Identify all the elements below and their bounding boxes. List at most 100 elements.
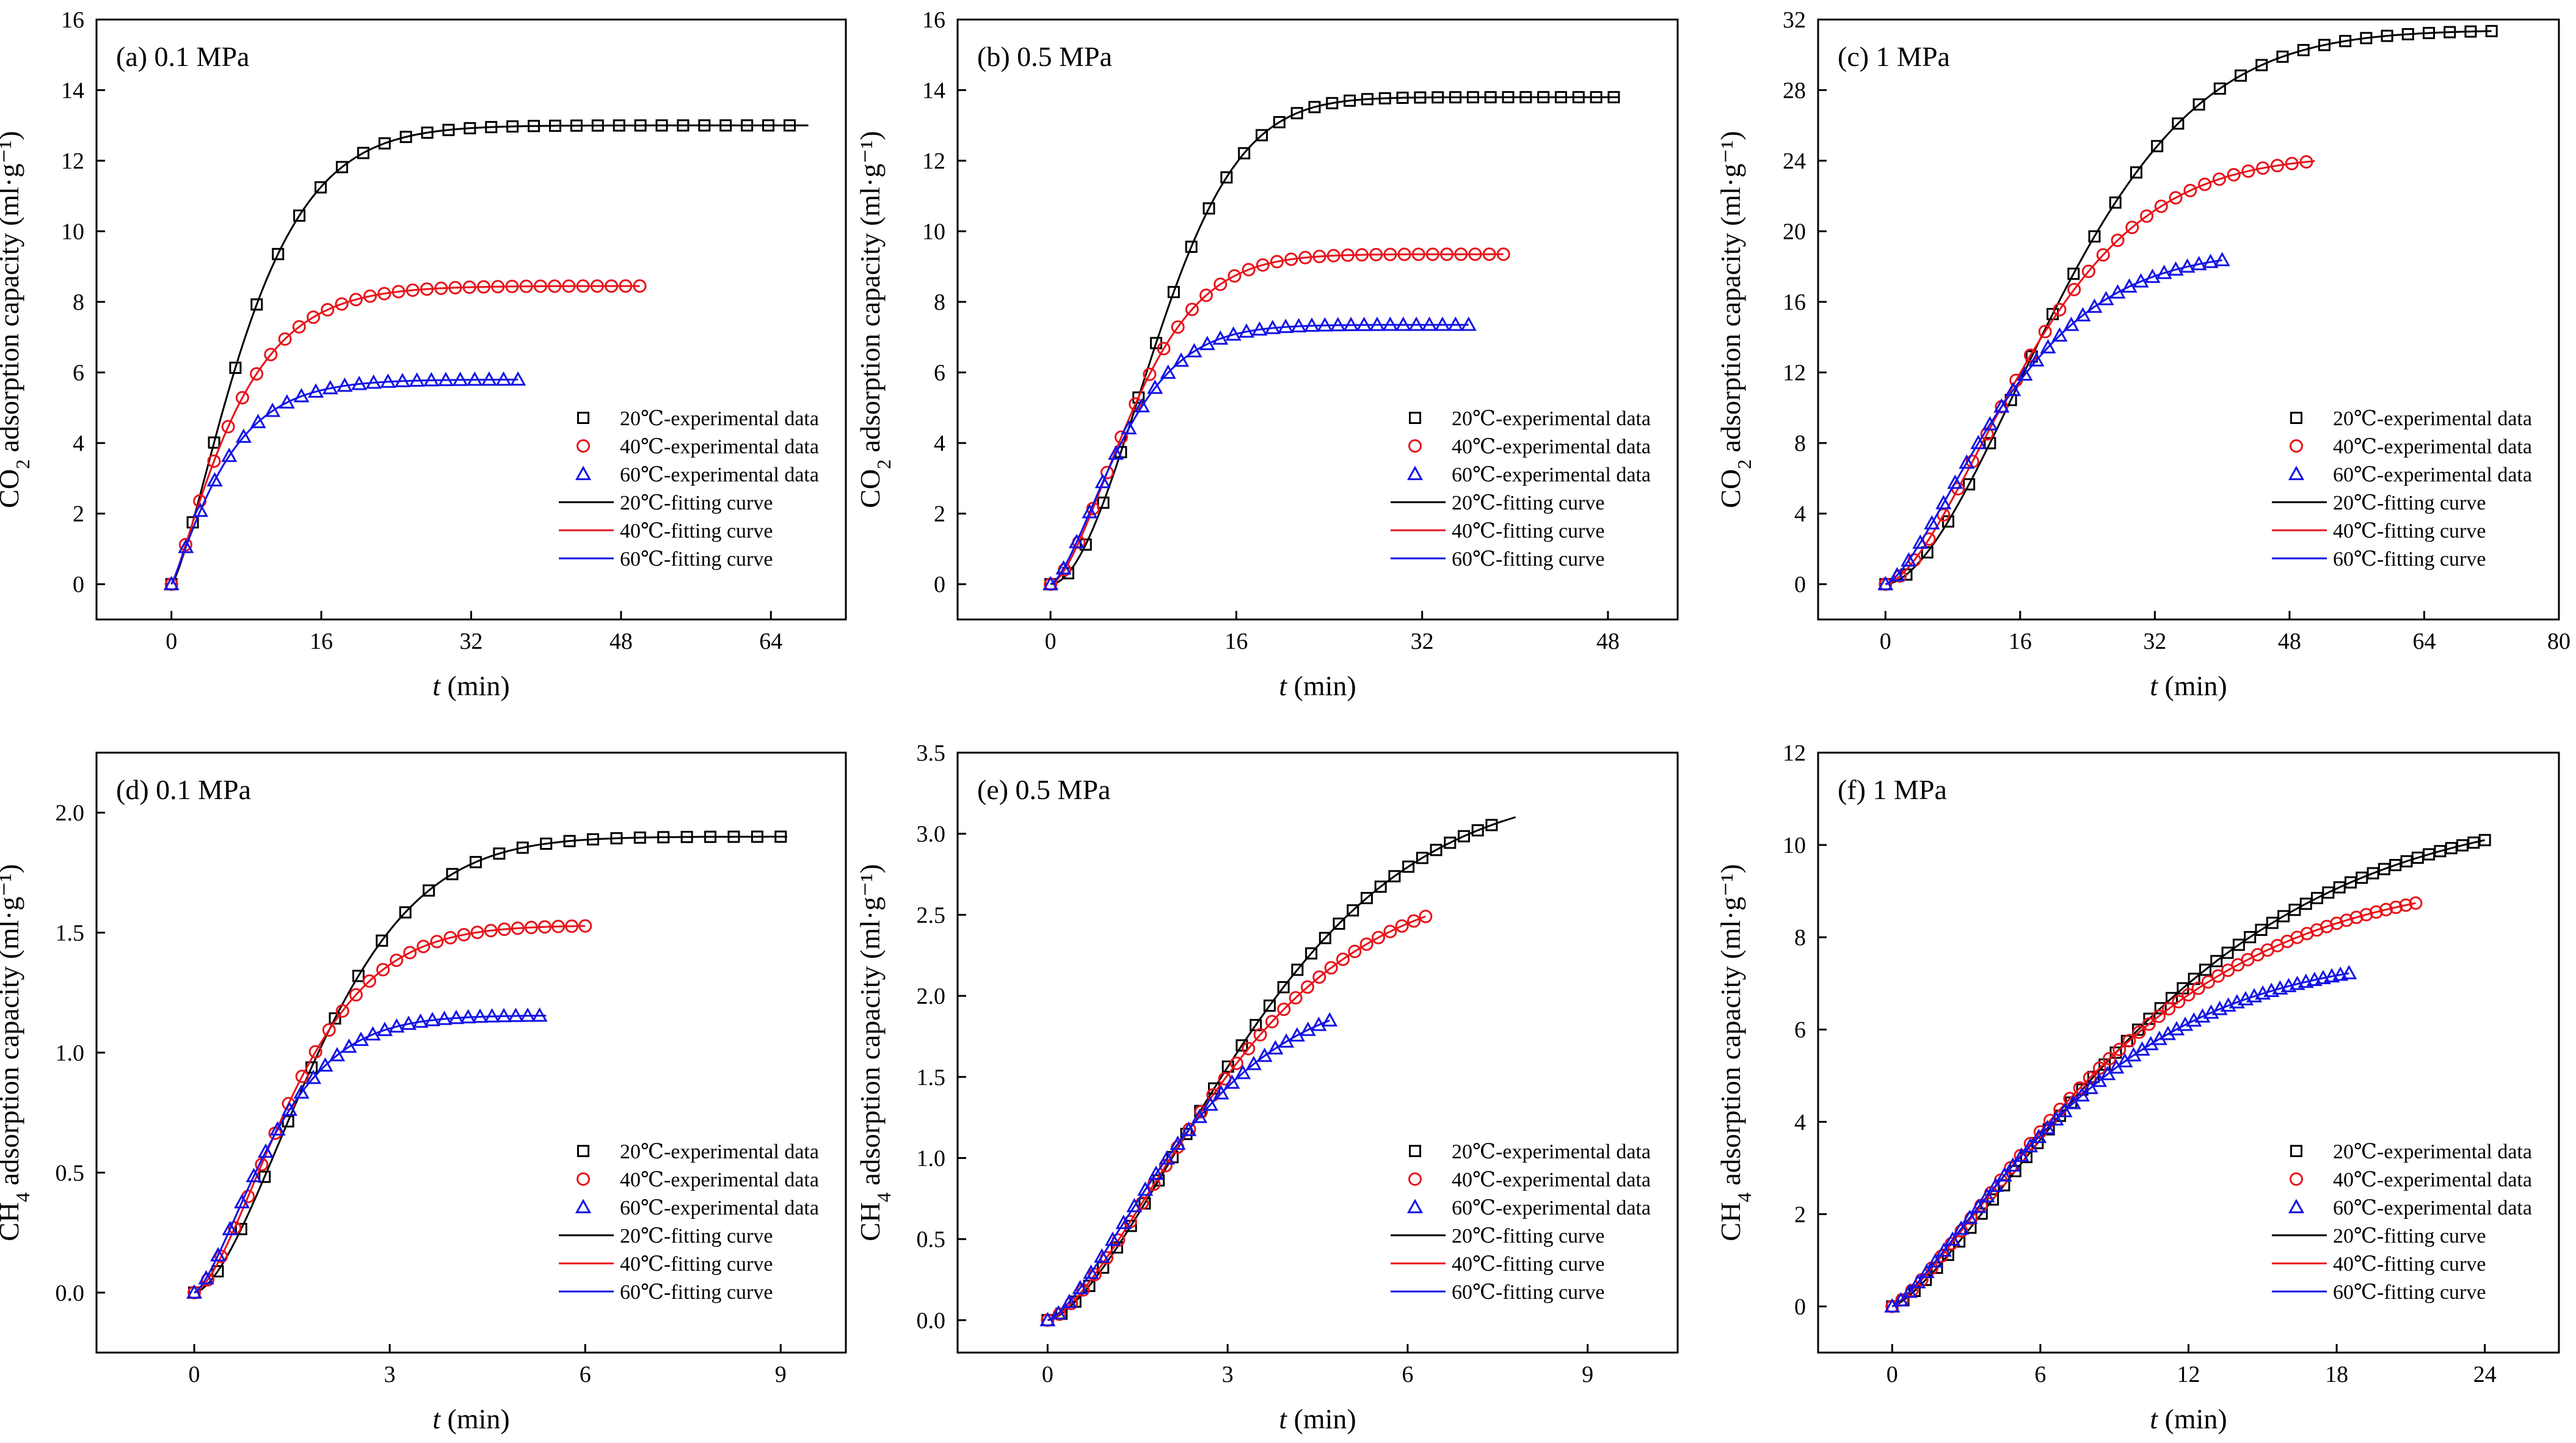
data-point-40 xyxy=(2132,1025,2146,1039)
data-point-20 xyxy=(376,934,388,947)
data-point-40 xyxy=(2256,161,2270,175)
data-point-20 xyxy=(399,131,412,144)
x-tick-label: 12 xyxy=(2177,1362,2200,1387)
data-point-60 xyxy=(452,371,468,386)
legend-marker xyxy=(2290,1145,2302,1157)
data-point-60 xyxy=(2040,339,2056,354)
data-point-40 xyxy=(377,287,391,301)
data-point-40 xyxy=(1171,320,1185,334)
data-point-20 xyxy=(1308,101,1321,114)
data-point-20 xyxy=(1444,836,1457,849)
data-point-60 xyxy=(1408,316,1425,331)
legend-label: 40℃-fitting curve xyxy=(2333,1253,2486,1276)
data-point-60 xyxy=(352,1031,369,1047)
data-point-60 xyxy=(1877,575,1894,591)
data-point-40 xyxy=(457,927,471,941)
legend-marker xyxy=(1409,1145,1421,1157)
data-point-60 xyxy=(471,1008,489,1023)
legend-label: 20℃-experimental data xyxy=(620,407,819,430)
data-point-60 xyxy=(1910,1274,1926,1288)
data-point-40 xyxy=(363,974,377,988)
data-point-40 xyxy=(2103,1051,2117,1065)
data-point-60 xyxy=(1460,316,1477,331)
data-point-40 xyxy=(1300,980,1314,994)
data-point-60 xyxy=(394,373,411,387)
data-point-20 xyxy=(2339,35,2352,48)
data-point-20 xyxy=(506,120,519,133)
data-point-20 xyxy=(272,247,285,260)
data-point-60 xyxy=(1264,320,1281,334)
data-point-40 xyxy=(565,919,579,933)
x-tick-label: 0 xyxy=(189,1362,200,1387)
data-point-20 xyxy=(1414,91,1427,104)
chart-panel-2: 0 16 32 48 0 2 4 6 8 10 12 14 16 (b) 0.5 MPa t (min) CO… xyxy=(854,7,1679,701)
data-point-40 xyxy=(1341,248,1355,262)
data-point-20 xyxy=(1987,1193,1999,1206)
data-point-40 xyxy=(2125,221,2139,235)
data-point-60 xyxy=(329,1047,346,1062)
y-tick-label: 0.5 xyxy=(56,1160,85,1186)
data-point-20 xyxy=(2213,82,2226,95)
y-tick-label: 8 xyxy=(934,290,945,315)
data-point-40 xyxy=(1312,970,1326,984)
data-point-60 xyxy=(1395,316,1411,331)
data-point-60 xyxy=(2073,1087,2090,1102)
legend-marker xyxy=(2288,466,2305,480)
legend-label: 20℃-fitting curve xyxy=(1452,1225,1604,1248)
data-point-40 xyxy=(1496,247,1510,261)
legend-label: 40℃-fitting curve xyxy=(620,520,773,542)
data-point-40 xyxy=(390,953,404,967)
data-point-40 xyxy=(235,390,249,404)
data-point-60 xyxy=(508,1007,524,1022)
panel-label: (e) 0.5 MPa xyxy=(977,774,1110,805)
y-tick-label: 0.5 xyxy=(917,1227,946,1252)
data-point-40 xyxy=(1348,944,1362,959)
data-point-60 xyxy=(1050,1305,1067,1320)
x-axis-title: t (min) xyxy=(2150,1403,2227,1434)
data-point-40 xyxy=(497,922,511,937)
legend-marker xyxy=(577,1145,589,1157)
data-point-20 xyxy=(1396,92,1409,104)
data-point-60 xyxy=(1256,1047,1273,1062)
data-point-60 xyxy=(178,538,194,553)
data-point-60 xyxy=(2065,1095,2081,1109)
data-point-40 xyxy=(1256,258,1270,272)
data-point-20 xyxy=(446,868,459,880)
data-point-60 xyxy=(1199,335,1215,351)
y-tick-label: 6 xyxy=(934,360,945,386)
panel-label: (f) 1 MPa xyxy=(1838,774,1947,805)
legend-marker xyxy=(575,1199,592,1213)
data-point-40 xyxy=(2162,1002,2176,1016)
legend-label: 40℃-experimental data xyxy=(1452,1169,1651,1191)
data-point-60 xyxy=(409,372,425,387)
data-point-20 xyxy=(421,126,434,139)
data-point-20 xyxy=(2381,29,2393,42)
x-axis-title: t (min) xyxy=(1279,670,1356,701)
data-point-20 xyxy=(2151,140,2164,153)
x-tick-label: 9 xyxy=(1582,1362,1593,1387)
x-tick-label: 32 xyxy=(2143,629,2166,654)
data-point-20 xyxy=(2360,32,2373,45)
data-point-60 xyxy=(1993,398,2010,413)
y-axis-title: CO2 adsorption capacity (ml·g⁻¹) xyxy=(854,131,895,508)
data-point-60 xyxy=(186,1284,203,1299)
data-point-60 xyxy=(2004,1157,2021,1172)
data-point-40 xyxy=(403,946,417,960)
legend-label: 20℃-fitting curve xyxy=(2333,492,2486,514)
y-tick-label: 2 xyxy=(73,502,84,527)
data-point-20 xyxy=(1502,91,1515,104)
data-point-40 xyxy=(264,348,278,362)
data-point-20 xyxy=(1202,202,1215,215)
data-point-60 xyxy=(2298,973,2314,988)
data-point-40 xyxy=(578,919,592,933)
data-point-20 xyxy=(1333,917,1345,930)
data-point-40 xyxy=(2299,155,2313,169)
data-point-60 xyxy=(2214,252,2230,266)
legend-label: 60℃-fitting curve xyxy=(1452,1281,1604,1304)
data-point-40 xyxy=(576,279,590,293)
data-point-40 xyxy=(1440,247,1454,261)
data-point-60 xyxy=(235,428,252,443)
fit-curve-60 xyxy=(1050,324,1469,585)
data-point-40 xyxy=(491,280,505,294)
legend-label: 60℃-fitting curve xyxy=(2333,548,2486,571)
